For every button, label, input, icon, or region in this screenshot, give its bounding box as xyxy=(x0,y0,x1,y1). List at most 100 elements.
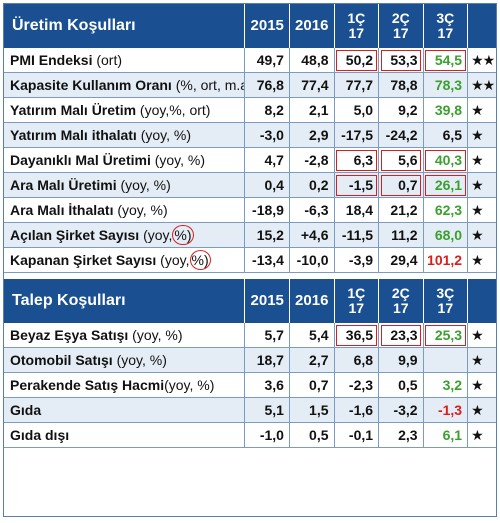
row-label: Ara Malı İthalatı (yoy, %) xyxy=(4,197,246,223)
value-cell: -11,5 xyxy=(334,222,380,248)
value-cell: 6,8 xyxy=(334,347,380,373)
column-header-rating xyxy=(467,4,496,48)
column-header: 3Ç 17 xyxy=(423,279,469,323)
value-cell: 8,2 xyxy=(244,97,290,123)
value-cell: -1,5 xyxy=(334,172,380,198)
column-header: 2015 xyxy=(244,279,290,323)
row-unit: (ort) xyxy=(92,52,123,68)
value-cell: -3,2 xyxy=(378,397,424,423)
column-header: 2Ç 17 xyxy=(378,4,424,48)
value-cell: 2,1 xyxy=(289,97,335,123)
value-cell: 40,3 xyxy=(423,147,469,173)
value-cell: -2,3 xyxy=(334,372,380,398)
rating-stars: ★ xyxy=(467,172,496,198)
value-cell: 0,7 xyxy=(289,372,335,398)
rating-stars: ★ xyxy=(467,122,496,148)
value-cell: 77,7 xyxy=(334,72,380,98)
value-cell: 49,7 xyxy=(244,48,290,73)
conditions-table-panel: Üretim Koşulları 2015 2016 1Ç 17 2Ç 17 3Ç 17 PMI … xyxy=(3,3,497,517)
value-cell: 3,6 xyxy=(244,372,290,398)
value-cell: 39,8 xyxy=(423,97,469,123)
value-cell: 101,2 xyxy=(423,247,469,273)
row-name: Beyaz Eşya Satışı xyxy=(10,327,129,343)
table-row: Otomobil Satışı (yoy, %) 18,7 2,7 6,8 9,9 ★ xyxy=(4,347,496,373)
value-cell: 0,5 xyxy=(289,422,335,448)
row-label: Gıda xyxy=(4,397,246,423)
value-cell: 25,3 xyxy=(423,323,469,348)
value-cell: 48,8 xyxy=(289,48,335,73)
rating-stars: ★ xyxy=(467,422,496,448)
row-unit: (yoy, %) xyxy=(128,327,183,343)
value-cell: 76,8 xyxy=(244,72,290,98)
value-cell: 2,3 xyxy=(378,422,424,448)
row-name: Açılan Şirket Sayısı xyxy=(10,227,140,243)
production-header-row: Üretim Koşulları 2015 2016 1Ç 17 2Ç 17 3Ç 17 xyxy=(4,4,496,48)
value-cell: +4,6 xyxy=(289,222,335,248)
value-cell: 5,6 xyxy=(378,147,424,173)
row-unit: (yoy, %) xyxy=(112,352,167,368)
table-row: Yatırım Malı Üretim (yoy,%, ort) 8,2 2,1 5,… xyxy=(4,97,496,123)
value-cell: 6,1 xyxy=(423,422,469,448)
table-row: Kapasite Kullanım Oranı (%, ort, m.a.)76… xyxy=(4,72,496,98)
demand-header-row: Talep Koşulları 2015 2016 1Ç 17 2Ç 17 3Ç 17 xyxy=(4,279,496,323)
circled-unit: %) xyxy=(172,225,194,245)
column-header: 2016 xyxy=(289,4,335,48)
table-row: Kapanan Şirket Sayısı (yoy,%) -13,4 -10,0-… xyxy=(4,247,496,273)
column-header: 1Ç 17 xyxy=(334,279,380,323)
row-unit: (yoy, %) xyxy=(113,202,168,218)
value-cell: 4,7 xyxy=(244,147,290,173)
value-cell: 0,7 xyxy=(378,172,424,198)
row-unit: (yoy, %) xyxy=(150,152,206,168)
value-cell: 68,0 xyxy=(423,222,469,248)
value-cell: -17,5 xyxy=(334,122,380,148)
value-cell: 23,3 xyxy=(378,323,424,348)
row-name: Yatırım Malı Üretim xyxy=(10,102,137,118)
row-label: Otomobil Satışı (yoy, %) xyxy=(4,347,246,373)
value-cell: -18,9 xyxy=(244,197,290,223)
value-cell: 0,4 xyxy=(244,172,290,198)
row-name: Ara Malı Üretimi xyxy=(10,177,117,193)
table-row: Yatırım Malı ithalatı (yoy, %) -3,0 2,9 -17… xyxy=(4,122,496,148)
value-cell: -3,9 xyxy=(334,247,380,273)
value-cell: -0,1 xyxy=(334,422,380,448)
row-name: Otomobil Satışı xyxy=(10,352,113,368)
row-label: Kapasite Kullanım Oranı (%, ort, m.a.) xyxy=(4,72,246,98)
row-name: Yatırım Malı ithalatı xyxy=(10,127,137,143)
value-cell: -10,0 xyxy=(289,247,335,273)
row-label: Yatırım Malı Üretim (yoy,%, ort) xyxy=(4,97,246,123)
value-cell: 78,8 xyxy=(378,72,424,98)
value-cell: -6,3 xyxy=(289,197,335,223)
value-cell: 1,5 xyxy=(289,397,335,423)
value-cell: -2,8 xyxy=(289,147,335,173)
value-cell: -1,3 xyxy=(423,397,469,423)
demand-section-title: Talep Koşulları xyxy=(4,279,246,323)
value-cell: 5,0 xyxy=(334,97,380,123)
row-name: Gıda dışı xyxy=(10,427,70,443)
row-label: Gıda dışı xyxy=(4,422,246,448)
value-cell: 2,7 xyxy=(289,347,335,373)
value-cell: 5,7 xyxy=(244,323,290,348)
column-header: 1Ç 17 xyxy=(334,4,380,48)
row-unit: (yoy, %) xyxy=(136,127,192,143)
value-cell: -24,2 xyxy=(378,122,424,148)
table-row: Ara Malı İthalatı (yoy, %) -18,9 -6,3 18,4 2… xyxy=(4,197,496,223)
value-cell: 18,7 xyxy=(244,347,290,373)
row-unit: (yoy, %) xyxy=(116,177,171,193)
table-row: Dayanıklı Mal Üretimi (yoy, %) 4,7 -2,8 6,3… xyxy=(4,147,496,173)
value-cell: 5,4 xyxy=(289,323,335,348)
value-cell: 11,2 xyxy=(378,222,424,248)
row-label: Beyaz Eşya Satışı (yoy, %) xyxy=(4,323,246,348)
row-label: Açılan Şirket Sayısı (yoy,%) xyxy=(4,222,246,248)
value-cell: 2,9 xyxy=(289,122,335,148)
value-cell: 6,5 xyxy=(423,122,469,148)
rating-stars: ★ xyxy=(467,247,496,273)
row-name: Perakende Satış Hacmi xyxy=(10,377,165,393)
rating-stars: ★★ xyxy=(467,72,496,98)
value-cell: 9,9 xyxy=(378,347,424,373)
table-row: Beyaz Eşya Satışı (yoy, %) 5,7 5,4 36,5 23,3… xyxy=(4,323,496,348)
circled-unit: %) xyxy=(189,250,211,270)
value-cell xyxy=(423,347,469,373)
table-row: Perakende Satış Hacmi(yoy, %) 3,6 0,7 -2,3 0… xyxy=(4,372,496,398)
rating-stars: ★ xyxy=(467,97,496,123)
value-cell: 77,4 xyxy=(289,72,335,98)
